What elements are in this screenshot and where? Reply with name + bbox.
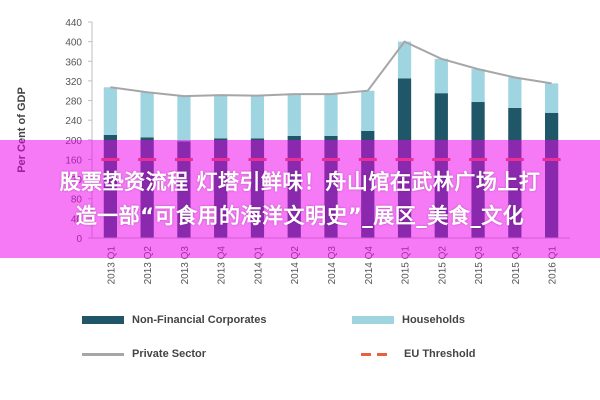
x-tick-label: 2014 Q2 [290, 246, 301, 285]
x-tick-label: 2014 Q1 [253, 246, 264, 285]
x-tick-label: 2014 Q3 [327, 246, 338, 285]
x-tick-label: 2013 Q1 [106, 246, 117, 285]
bar-households [471, 69, 485, 103]
legend-item-non-financial-corporates: Non-Financial Corporates [82, 310, 266, 330]
bar-households [324, 94, 338, 136]
legend-item-eu-threshold: EU Threshold [352, 344, 476, 364]
text-overlay-banner: 股票垫资流程 灯塔引鲜味！舟山馆在武林广场上打 造一部“可食用的海洋文明史”_展… [0, 140, 600, 258]
legend-label-private-sector: Private Sector [132, 348, 206, 360]
legend-dash-eu-threshold [352, 352, 396, 356]
y-tick-label: 360 [65, 57, 82, 68]
x-tick-label: 2015 Q4 [511, 246, 522, 285]
bar-households [140, 92, 154, 138]
overlay-line-1: 股票垫资流程 灯塔引鲜味！舟山馆在武林广场上打 [59, 170, 541, 194]
x-tick-label: 2015 Q2 [437, 246, 448, 285]
y-tick-label: 320 [65, 77, 82, 88]
x-tick-label: 2015 Q1 [401, 246, 412, 285]
y-tick-label: 440 [65, 18, 82, 29]
bar-households [177, 96, 191, 142]
legend-swatch-households [352, 316, 394, 324]
x-tick-label: 2016 Q1 [548, 246, 559, 285]
bar-households [361, 90, 375, 131]
legend-label-eu-threshold: EU Threshold [404, 348, 476, 360]
y-tick-label: 280 [65, 97, 82, 108]
x-tick-label: 2014 Q4 [364, 246, 375, 285]
chart-legend: Non-Financial Corporates Households Priv… [82, 306, 542, 366]
y-tick-label: 240 [65, 116, 82, 127]
legend-swatch-non-financial-corporates [82, 316, 124, 324]
bar-households [103, 87, 118, 135]
x-tick-label: 2013 Q2 [143, 246, 154, 285]
y-tick-label: 400 [65, 38, 82, 49]
bar-households [397, 41, 412, 79]
x-tick-label: 2015 Q3 [474, 246, 485, 285]
legend-label-households: Households [402, 314, 465, 326]
bar-households [214, 95, 228, 139]
bar-households [544, 83, 559, 113]
legend-item-households: Households [352, 310, 465, 330]
bar-households [287, 94, 301, 136]
legend-line-private-sector [82, 352, 124, 356]
legend-label-non-financial-corporates: Non-Financial Corporates [132, 314, 267, 326]
overlay-line-2: 造一部“可食用的海洋文明史”_展区_美食_文化 [75, 204, 525, 228]
bar-households [434, 58, 448, 94]
legend-item-private-sector: Private Sector [82, 344, 206, 364]
bar-households [508, 77, 522, 108]
line-private-sector [110, 40, 552, 98]
x-tick-label: 2013 Q3 [180, 246, 191, 285]
bar-households [250, 95, 265, 139]
x-tick-label: 2013 Q4 [217, 246, 228, 285]
